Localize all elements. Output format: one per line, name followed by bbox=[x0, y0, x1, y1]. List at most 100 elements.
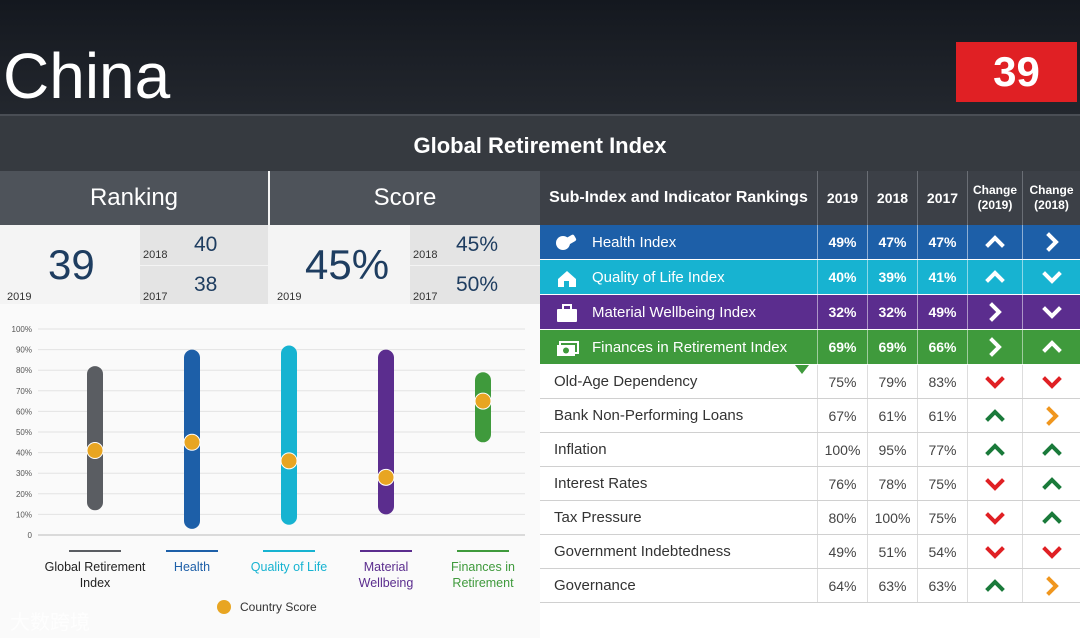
chevron-up-icon bbox=[985, 270, 1005, 283]
ranking-2018-year: 2018 bbox=[143, 249, 168, 261]
indicator-row: Government Indebtedness 49% 51% 54% bbox=[540, 535, 1080, 569]
cell-v2017: 49% bbox=[917, 295, 967, 329]
cell-v2019: 67% bbox=[817, 399, 867, 432]
ranking-2017-value: 38 bbox=[194, 273, 218, 296]
watermark: 大数跨境 bbox=[10, 612, 90, 634]
cell-v2019: 40% bbox=[817, 260, 867, 294]
y-tick-label: 80% bbox=[16, 366, 32, 375]
cell-v2017: 54% bbox=[917, 535, 967, 568]
chevron-down-icon bbox=[1041, 375, 1062, 389]
col-header-name: Sub-Index and Indicator Rankings bbox=[549, 189, 808, 206]
ranking-2017-year: 2017 bbox=[143, 291, 168, 303]
y-tick-label: 0 bbox=[28, 531, 33, 540]
indicator-row: Old-Age Dependency 75% 79% 83% bbox=[540, 365, 1080, 399]
series-label: Global Retirement bbox=[45, 560, 146, 574]
hero-banner bbox=[0, 0, 1080, 114]
chevron-down-icon bbox=[985, 477, 1005, 491]
series-label: Finances in bbox=[451, 560, 515, 574]
series-label: Quality of Life bbox=[251, 560, 327, 574]
ranking-2018-box bbox=[140, 225, 268, 265]
cell-v2019: 49% bbox=[817, 535, 867, 568]
page-title: Global Retirement Index bbox=[0, 114, 1080, 171]
legend-label: Country Score bbox=[240, 600, 317, 614]
index-name: Health Index bbox=[592, 233, 677, 251]
chevron-right-icon bbox=[989, 337, 1002, 357]
score-2018-value: 45% bbox=[456, 233, 499, 256]
score-point bbox=[474, 392, 492, 410]
y-tick-label: 10% bbox=[16, 510, 32, 519]
y-tick-label: 90% bbox=[16, 346, 32, 355]
cell-v2017: 66% bbox=[917, 330, 967, 364]
ranking-2018-value: 40 bbox=[194, 233, 218, 256]
index-row: Material Wellbeing Index 32% 32% 49% bbox=[540, 295, 1080, 330]
cell-v2018: 78% bbox=[867, 467, 917, 500]
chevron-up-icon bbox=[1041, 476, 1062, 490]
range-bar bbox=[87, 366, 103, 511]
left-panel: Ranking Score 39 2019 2018 40 2017 38 45… bbox=[0, 171, 540, 638]
country-name: China bbox=[3, 40, 171, 112]
chevron-up-icon bbox=[985, 235, 1005, 248]
cell-v2017: 77% bbox=[917, 433, 967, 466]
chevron-up-icon bbox=[1041, 340, 1062, 353]
y-tick-label: 30% bbox=[16, 469, 32, 478]
score-2018-year: 2018 bbox=[413, 249, 438, 261]
cell-v2018: 100% bbox=[867, 501, 917, 534]
money-icon bbox=[557, 341, 579, 356]
score-point bbox=[377, 468, 395, 486]
cell-v2018: 61% bbox=[867, 399, 917, 432]
y-tick-label: 100% bbox=[12, 325, 32, 334]
indicator-name: Interest Rates bbox=[554, 475, 648, 492]
score-2017-box bbox=[410, 266, 540, 304]
chevron-up-icon bbox=[1041, 510, 1062, 524]
indicator-name: Inflation bbox=[554, 441, 607, 458]
index-row: Finances in Retirement Index 69% 69% 66% bbox=[540, 330, 1080, 365]
col-header-2019: 2019 bbox=[817, 171, 867, 225]
col-header-change-2018: Change (2018) bbox=[1022, 171, 1080, 225]
series-label: Index bbox=[80, 576, 111, 590]
series-label: Retirement bbox=[452, 576, 514, 590]
score-current-year: 2019 bbox=[277, 291, 302, 303]
index-row: Quality of Life Index 40% 39% 41% bbox=[540, 260, 1080, 295]
series-label: Health bbox=[174, 560, 210, 574]
chevron-down-icon bbox=[1041, 545, 1062, 559]
cell-v2019: 100% bbox=[817, 433, 867, 466]
col-header-2017: 2017 bbox=[917, 171, 967, 225]
cell-v2017: 63% bbox=[917, 569, 967, 602]
cell-v2018: 32% bbox=[867, 295, 917, 329]
ranking-current-year: 2019 bbox=[7, 291, 32, 303]
y-tick-label: 20% bbox=[16, 490, 32, 499]
chevron-up-icon bbox=[985, 408, 1005, 422]
cell-v2017: 41% bbox=[917, 260, 967, 294]
cell-v2017: 47% bbox=[917, 225, 967, 259]
cell-v2019: 75% bbox=[817, 365, 867, 398]
indicator-name: Government Indebtedness bbox=[554, 543, 731, 560]
y-tick-label: 60% bbox=[16, 407, 32, 416]
cell-v2019: 32% bbox=[817, 295, 867, 329]
score-header: Score bbox=[270, 171, 540, 225]
indicator-row: Inflation 100% 95% 77% bbox=[540, 433, 1080, 467]
rank-badge: 39 bbox=[956, 42, 1077, 102]
y-tick-label: 40% bbox=[16, 449, 32, 458]
chevron-down-icon bbox=[985, 511, 1005, 525]
cell-v2017: 83% bbox=[917, 365, 967, 398]
chevron-right-icon bbox=[989, 302, 1002, 322]
indicator-row: Governance 64% 63% 63% bbox=[540, 569, 1080, 603]
chevron-right-icon bbox=[1045, 232, 1059, 252]
cell-v2018: 47% bbox=[867, 225, 917, 259]
score-point bbox=[280, 452, 298, 470]
cell-v2018: 79% bbox=[867, 365, 917, 398]
briefcase-icon bbox=[557, 304, 577, 322]
chevron-down-icon bbox=[1041, 271, 1062, 284]
chevron-right-icon bbox=[1045, 575, 1059, 596]
chevron-down-icon bbox=[985, 545, 1005, 559]
cell-v2018: 39% bbox=[867, 260, 917, 294]
house-icon bbox=[558, 271, 576, 287]
cell-v2017: 75% bbox=[917, 501, 967, 534]
cell-v2019: 76% bbox=[817, 467, 867, 500]
score-point bbox=[86, 442, 104, 460]
cell-v2019: 49% bbox=[817, 225, 867, 259]
chevron-up-icon bbox=[985, 442, 1005, 456]
col-header-change-2019: Change (2019) bbox=[967, 171, 1022, 225]
chevron-up-icon bbox=[1041, 442, 1062, 456]
score-current: 45% bbox=[305, 241, 390, 288]
